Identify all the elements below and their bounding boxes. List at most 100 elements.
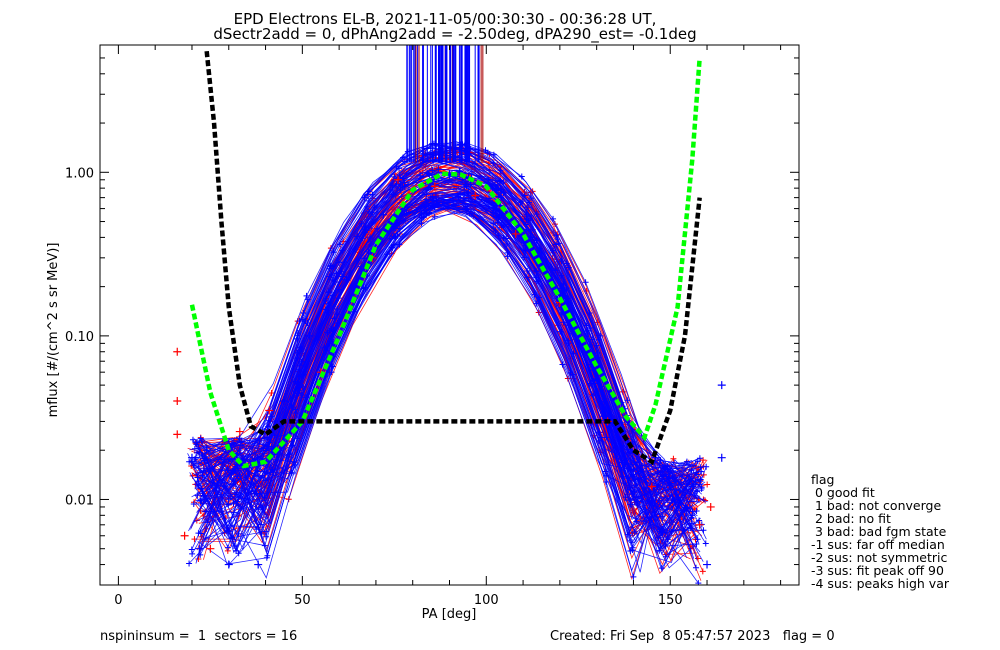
legend-item: 3 bad: bad fgm state [811,524,947,539]
trace-marker [627,547,634,554]
legend-item: 0 good fit [811,485,875,500]
x-tick-label: 50 [294,593,311,608]
trace-marker [186,458,193,465]
trace-marker [193,449,200,456]
trace-marker [360,285,367,292]
trace-marker [655,534,662,541]
trace-marker [292,406,299,413]
trace-marker [231,491,238,498]
trace-line [193,196,691,512]
trace-marker [570,350,577,357]
blue-data-point [379,210,388,219]
trace-marker [294,335,301,342]
trace-marker [630,573,637,580]
trace-line [196,192,693,519]
x-axis-label: PA [deg] [422,607,477,622]
red-data-point [430,182,439,191]
trace-marker [361,255,368,262]
trace-marker [263,533,270,540]
blue-data-point [497,185,506,194]
trace-marker [232,465,239,472]
trace-marker [352,246,359,253]
x-tick-label: 100 [474,593,499,608]
trace-marker [560,319,567,326]
trace-marker [657,457,664,464]
red-data-point [511,229,520,238]
legend-item: 1 bad: not converge [811,498,941,513]
legend-item: -4 sus: peaks high var [811,576,950,591]
tick-layer: 0 50 100 150 0.01 0.10 1.00 [65,44,799,608]
trace-marker [463,183,470,190]
trace-marker [199,490,206,497]
legend: flag 0 good fit 1 bad: not converge 2 ba… [811,472,950,591]
trace-line [194,203,699,547]
trace-marker [255,524,262,531]
y-tick-label: 0.01 [65,493,94,508]
trace-marker [703,463,710,470]
trace-marker [558,272,565,279]
blue-data-point [688,482,697,491]
trace-marker [465,188,472,195]
trace-marker [558,258,565,265]
y-tick-label: 1.00 [65,166,94,181]
trace-marker [697,478,704,485]
trace-marker [662,543,669,550]
legend-item: -2 sus: not symmetric [811,550,947,565]
trace-marker [303,292,310,299]
trace-marker [194,474,201,481]
trace-marker [197,530,204,537]
red-data-point [265,406,274,415]
blue-data-point [195,544,204,553]
trace-marker [236,435,243,442]
trace-marker [366,225,373,232]
trace-marker [418,220,425,227]
trace-marker [662,464,669,471]
red-data-point [235,427,244,436]
red-data-point [173,430,182,439]
trace-marker [666,475,673,482]
blue-data-point [703,560,712,569]
trace-marker [527,195,534,202]
trace-marker [662,553,669,560]
trace-marker [457,168,464,175]
blue-data-point [526,233,535,242]
trace-marker [291,388,298,395]
trace-marker [199,452,206,459]
trace-marker [233,547,240,554]
black-fit-curve [204,50,702,466]
trace-marker [698,484,705,491]
trace-marker [494,182,501,189]
trace-marker [696,455,703,462]
trace-marker [256,491,263,498]
red-data-point [173,347,182,356]
blue-data-point [717,453,726,462]
trace-marker [227,493,234,500]
trace-marker [590,392,597,399]
trace-marker [423,196,430,203]
trace-marker [300,310,307,317]
blue-data-point [279,396,288,405]
trace-marker [663,487,670,494]
trace-marker [505,221,512,228]
trace-marker [330,249,337,256]
trace-marker [517,199,524,206]
data-group [173,45,726,585]
trace-marker [261,542,268,549]
trace-marker [193,439,200,446]
trace-marker [702,540,709,547]
trace-marker [524,274,530,281]
trace-marker [268,390,275,397]
trace-line [203,150,697,541]
trace-marker [364,191,371,198]
trace-marker [221,479,228,486]
trace-line [205,202,698,536]
trace-line [198,168,703,523]
trace-marker [670,455,677,462]
trace-marker [524,204,531,211]
trace-marker [455,194,462,201]
x-tick-label: 0 [114,593,122,608]
trace-marker [484,150,491,157]
trace-marker [263,528,270,535]
data-layer [173,45,726,585]
